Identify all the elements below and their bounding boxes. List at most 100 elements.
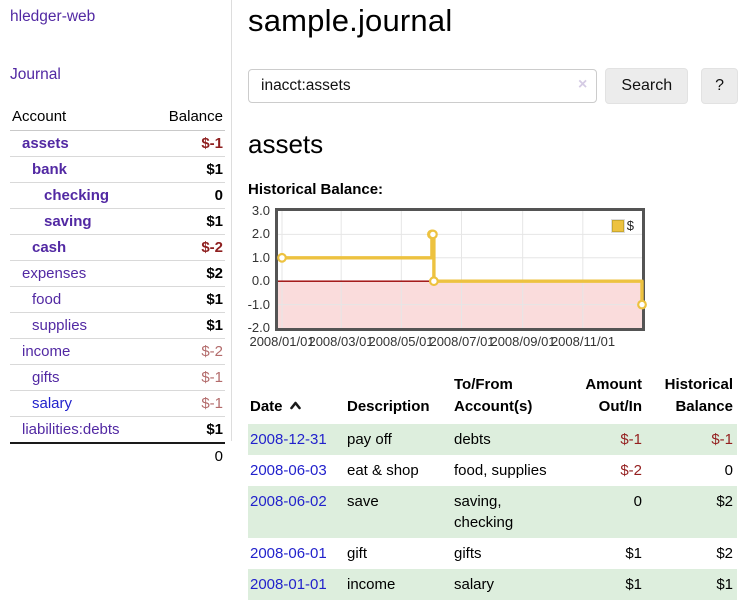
account-link-bank[interactable]: bank	[32, 161, 68, 178]
y-tick-label: 2.0	[251, 226, 270, 241]
y-tick-label: 0.0	[251, 273, 270, 288]
account-row-income: income $-2	[10, 338, 225, 365]
accounts-header-row: Account Balance	[10, 105, 225, 131]
account-row-cash: cash $-2	[10, 234, 225, 261]
balance-column-header: Balance	[166, 105, 225, 131]
account-link-supplies[interactable]: supplies	[32, 317, 88, 334]
sidebar: hledger-web Journal Account Balance asse…	[0, 0, 232, 469]
transaction-amount: $1	[625, 544, 642, 562]
account-balance: 0	[166, 182, 225, 209]
account-balance: $1	[166, 312, 225, 339]
transaction-date-link[interactable]: 2008-06-01	[250, 544, 327, 562]
account-link-salary[interactable]: salary	[32, 395, 73, 412]
accounts-total-row: 0	[10, 442, 225, 469]
legend-swatch-icon	[611, 219, 624, 232]
register-row: 2008-01-01 income salary $1 $1	[248, 568, 737, 600]
account-link-gifts[interactable]: gifts	[32, 369, 60, 386]
transaction-date-link[interactable]: 2008-12-31	[250, 430, 327, 448]
accounts-total-value: 0	[166, 442, 225, 469]
chart-legend: $	[610, 217, 635, 234]
account-balance: $-2	[166, 234, 225, 261]
register-table: Date Description To/From Account(s) Amou…	[248, 371, 737, 600]
account-row-expenses: expenses $2	[10, 260, 225, 287]
account-row-bank: bank $1	[10, 156, 225, 183]
register-row: 2008-06-03 eat & shop food, supplies $-2…	[248, 455, 737, 486]
account-balance: $1	[166, 156, 225, 183]
accounts-column-header: Account	[10, 105, 167, 131]
transaction-accounts: debts	[454, 430, 491, 448]
y-tick-label: 3.0	[251, 203, 270, 218]
account-link-saving[interactable]: saving	[44, 213, 92, 230]
y-tick-label: -2.0	[247, 320, 270, 335]
accounts-column-header: To/From Account(s)	[454, 376, 533, 415]
search-input[interactable]	[248, 69, 598, 103]
legend-label: $	[626, 218, 634, 233]
account-row-liabilities-debts: liabilities:debts $1	[10, 416, 225, 444]
transaction-description: gift	[347, 544, 368, 562]
description-column-header: Description	[347, 397, 430, 415]
account-row-gifts: gifts $-1	[10, 364, 225, 391]
account-row-salary: salary $-1	[10, 390, 225, 417]
register-row: 2008-12-31 pay off debts $-1 $-1	[248, 423, 737, 455]
transaction-amount: $-1	[620, 430, 642, 448]
transaction-date-link[interactable]: 2008-06-02	[250, 492, 327, 510]
clear-search-icon[interactable]: ×	[578, 76, 588, 93]
current-account-heading: assets	[248, 129, 324, 159]
account-balance: $1	[166, 208, 225, 235]
transaction-description: income	[347, 575, 396, 593]
date-column-header[interactable]: Date	[248, 371, 345, 424]
account-link-cash[interactable]: cash	[32, 239, 67, 256]
transaction-accounts: gifts	[454, 544, 482, 562]
chart-plot-area[interactable]: $	[275, 208, 647, 331]
y-tick-label: -1.0	[247, 297, 270, 312]
register-row: 2008-06-02 save saving, checking 0 $2	[248, 485, 737, 538]
transaction-balance: $-1	[711, 430, 733, 448]
x-tick-label: 2008/07/01	[429, 334, 495, 349]
transaction-accounts: saving, checking	[454, 492, 514, 531]
balance-column-header: Historical Balance	[664, 376, 733, 415]
account-balance: $-1	[166, 390, 225, 417]
main-content: sample.journal × Search ? assets Histori…	[248, 0, 738, 600]
page-title: sample.journal	[248, 3, 453, 38]
sidebar-item-journal[interactable]: Journal	[10, 66, 61, 83]
transaction-amount: $-2	[620, 461, 642, 479]
x-tick-label: 2008/09/01	[490, 334, 556, 349]
x-tick-label: 2008/11/01	[550, 334, 616, 349]
account-balance: $2	[166, 260, 225, 287]
register-header-row: Date Description To/From Account(s) Amou…	[248, 371, 737, 424]
transaction-balance: $1	[716, 575, 733, 593]
y-tick-label: 1.0	[251, 250, 270, 265]
account-link-checking[interactable]: checking	[44, 187, 110, 204]
account-link-expenses[interactable]: expenses	[22, 265, 87, 282]
account-balance: $1	[166, 416, 225, 444]
amount-column-header: Amount Out/In	[585, 376, 642, 415]
account-row-checking: checking 0	[10, 182, 225, 209]
balance-line-series	[277, 211, 647, 328]
sort-ascending-icon	[289, 401, 301, 410]
transaction-description: eat & shop	[347, 461, 419, 479]
account-balance: $1	[166, 286, 225, 313]
search-box: ×	[248, 69, 598, 103]
transaction-description: save	[347, 492, 379, 510]
search-form: × Search ?	[248, 68, 738, 104]
x-tick-label: 2008/01/01	[249, 334, 315, 349]
transaction-balance: 0	[724, 461, 733, 479]
transaction-amount: $1	[625, 575, 642, 593]
transaction-date-link[interactable]: 2008-01-01	[250, 575, 327, 593]
register-row: 2008-06-01 gift gifts $1 $2	[248, 538, 737, 569]
transaction-accounts: food, supplies	[454, 461, 547, 479]
brand-link[interactable]: hledger-web	[10, 8, 96, 25]
account-link-liabilities-debts[interactable]: liabilities:debts	[22, 421, 120, 438]
transaction-balance: $2	[716, 544, 733, 562]
historical-balance-chart: 3.0 2.0 1.0 0.0 -1.0 -2.0 $ 2008/01/01 2…	[248, 203, 647, 350]
transaction-date-link[interactable]: 2008-06-03	[250, 461, 327, 479]
account-link-assets[interactable]: assets	[22, 135, 69, 152]
account-row-assets: assets $-1	[10, 130, 225, 157]
search-button[interactable]: Search	[605, 68, 689, 104]
account-balance: $-1	[166, 364, 225, 391]
account-link-food[interactable]: food	[32, 291, 62, 308]
accounts-table: Account Balance assets $-1 bank $1 check…	[10, 105, 225, 469]
account-link-income[interactable]: income	[22, 343, 71, 360]
x-tick-label: 2008/05/01	[368, 334, 434, 349]
help-button[interactable]: ?	[701, 68, 738, 104]
